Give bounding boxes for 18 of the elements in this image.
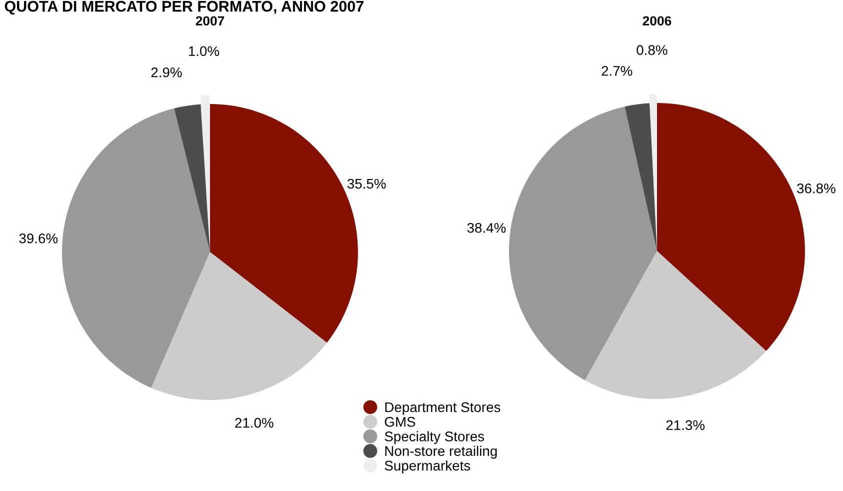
legend-label: Supermarkets — [384, 460, 470, 474]
data-label: 0.8% — [636, 45, 668, 55]
data-label: 39.6% — [19, 233, 58, 244]
data-label: 38.4% — [467, 222, 506, 233]
legend-label: Department Stores — [385, 402, 500, 415]
legend-label: GMS — [384, 416, 416, 427]
data-label: 2.9% — [151, 67, 182, 78]
data-label: 2.7% — [602, 66, 632, 76]
chart-subtitle: 2007 — [196, 16, 224, 26]
data-label: 21.3% — [666, 420, 705, 430]
chart-title: QUOTA DI MERCATO PER FORMATO, ANNO 2007 — [4, 0, 364, 15]
data-label: 36.8% — [797, 183, 836, 194]
data-label: 21.0% — [235, 418, 274, 428]
chart-title: 2006 — [642, 16, 672, 26]
legend-label: Non-store retailing — [385, 446, 497, 459]
data-label: 1.0% — [188, 46, 220, 56]
data-label: 35.5% — [347, 178, 386, 189]
legend-label: Specialty Stores — [384, 431, 484, 444]
